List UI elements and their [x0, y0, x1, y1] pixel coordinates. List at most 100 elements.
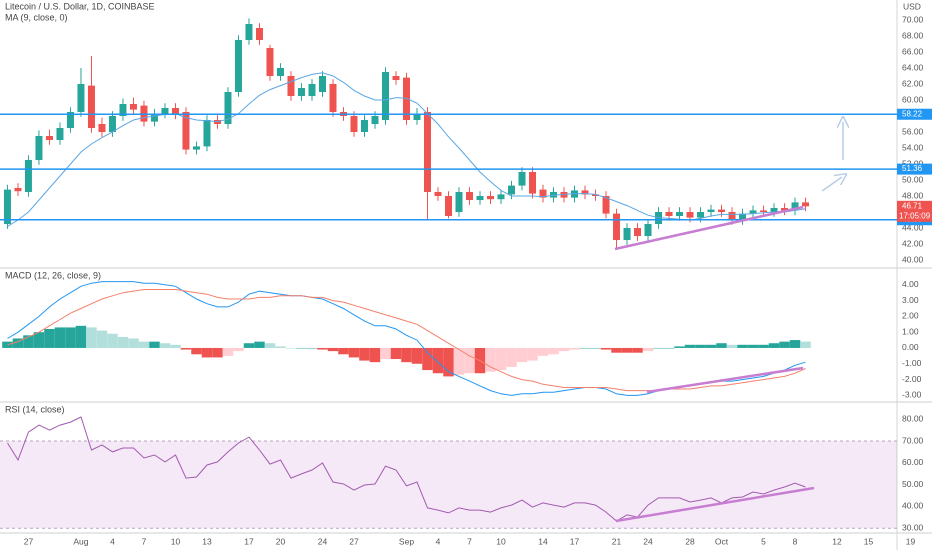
y-tick-label: 68.00	[902, 30, 924, 40]
y-tick-label: 2.00	[902, 311, 919, 321]
candle-body	[749, 210, 757, 214]
histogram-bar	[506, 347, 517, 367]
price-level-tag	[897, 108, 932, 120]
candle-body	[108, 116, 116, 132]
x-tick-label: Aug	[73, 536, 88, 546]
histogram-bar	[653, 347, 664, 349]
histogram-bar	[170, 344, 181, 348]
x-tick-label: 13	[202, 536, 212, 546]
histogram-bar	[254, 341, 265, 348]
histogram-bar	[453, 347, 465, 375]
histogram-bar	[317, 347, 328, 350]
candle-body	[381, 72, 389, 120]
candle-body	[518, 172, 526, 186]
candle-body	[455, 192, 463, 212]
candle-body	[308, 84, 316, 96]
histogram-bar	[306, 347, 318, 349]
candle-body	[707, 209, 715, 212]
y-tick-label: -1.00	[902, 358, 922, 368]
candle-body	[592, 194, 600, 196]
candle-body	[297, 88, 305, 96]
x-tick-label: 27	[24, 536, 34, 546]
pane-title: RSI (14, close)	[5, 404, 65, 414]
candle-body	[45, 136, 53, 140]
histogram-bar	[401, 347, 412, 363]
histogram-bar	[747, 344, 759, 348]
x-tick-label: 20	[276, 536, 286, 546]
candle-body	[35, 136, 43, 160]
candle-body	[245, 24, 253, 40]
candle-body	[676, 212, 684, 216]
histogram-bar	[485, 347, 496, 372]
y-tick-label: 80.00	[902, 413, 924, 423]
y-tick-label: 30.00	[902, 522, 924, 532]
histogram-bar	[233, 347, 244, 352]
last-price-tag	[897, 200, 932, 222]
histogram-bar	[695, 344, 706, 348]
candle-body	[161, 108, 169, 114]
candle-body	[508, 185, 516, 195]
last-price-label: 46.71	[902, 201, 923, 210]
y-tick-label: 52.00	[902, 158, 924, 168]
histogram-bar	[338, 347, 349, 355]
histogram-bar	[590, 347, 601, 349]
histogram-bar	[768, 343, 780, 348]
y-tick-label: 0.00	[902, 342, 919, 352]
plot-layer: 40.0042.0044.0046.0048.0050.0052.0054.00…	[0, 14, 932, 532]
histogram-bar	[96, 330, 108, 348]
candle-body	[3, 189, 11, 224]
candle-body	[203, 120, 211, 147]
histogram-bar	[464, 347, 475, 374]
candle-body	[476, 196, 484, 200]
histogram-bar	[2, 341, 13, 348]
histogram-bar	[12, 338, 24, 348]
candle-body	[192, 146, 200, 150]
candle-body	[718, 209, 726, 212]
legend-entry: MA (9, close, 0)	[5, 12, 68, 22]
candle-body	[802, 202, 810, 207]
histogram-bar	[789, 340, 801, 348]
histogram-bar	[117, 336, 129, 348]
histogram-bar	[380, 347, 391, 360]
histogram-bar	[495, 347, 507, 371]
x-tick-label: 7	[467, 536, 472, 546]
histogram-bar	[632, 347, 643, 353]
candle-body	[182, 112, 190, 150]
candle-body	[497, 194, 505, 200]
candle-body	[739, 213, 747, 220]
x-tick-label: Oct	[715, 536, 729, 546]
candle-body	[224, 92, 232, 124]
histogram-bar	[212, 347, 223, 358]
x-tick-label: Sep	[399, 536, 414, 546]
candle-body	[466, 192, 474, 200]
candle-body	[770, 208, 778, 212]
candle-body	[56, 128, 64, 140]
moving-average	[7, 72, 806, 227]
y-tick-label: 62.00	[902, 78, 924, 88]
candle-body	[371, 116, 379, 124]
candle-body	[529, 172, 537, 194]
histogram-bar	[327, 347, 339, 352]
histogram-bar	[86, 327, 97, 348]
candle-body	[697, 212, 705, 218]
candle-body	[318, 76, 326, 92]
histogram-bar	[621, 347, 633, 353]
histogram-bar	[222, 347, 234, 356]
histogram-bar	[548, 347, 559, 355]
histogram-bar	[737, 344, 748, 348]
candle-body	[171, 108, 179, 115]
candle-body	[77, 84, 85, 112]
histogram-bar	[128, 338, 139, 348]
y-tick-label: 66.00	[902, 46, 924, 56]
y-tick-label: 48.00	[902, 190, 924, 200]
rsi-line	[7, 416, 806, 522]
countdown: 17:05:09	[899, 211, 931, 220]
candle-body	[350, 116, 358, 132]
y-tick-label: 40.00	[902, 501, 924, 511]
candle-body	[487, 196, 495, 200]
histogram-bar	[390, 347, 402, 360]
candle-body	[360, 120, 368, 132]
histogram-bar	[275, 346, 286, 348]
histogram-bar	[705, 344, 717, 348]
histogram-bar	[432, 347, 444, 374]
